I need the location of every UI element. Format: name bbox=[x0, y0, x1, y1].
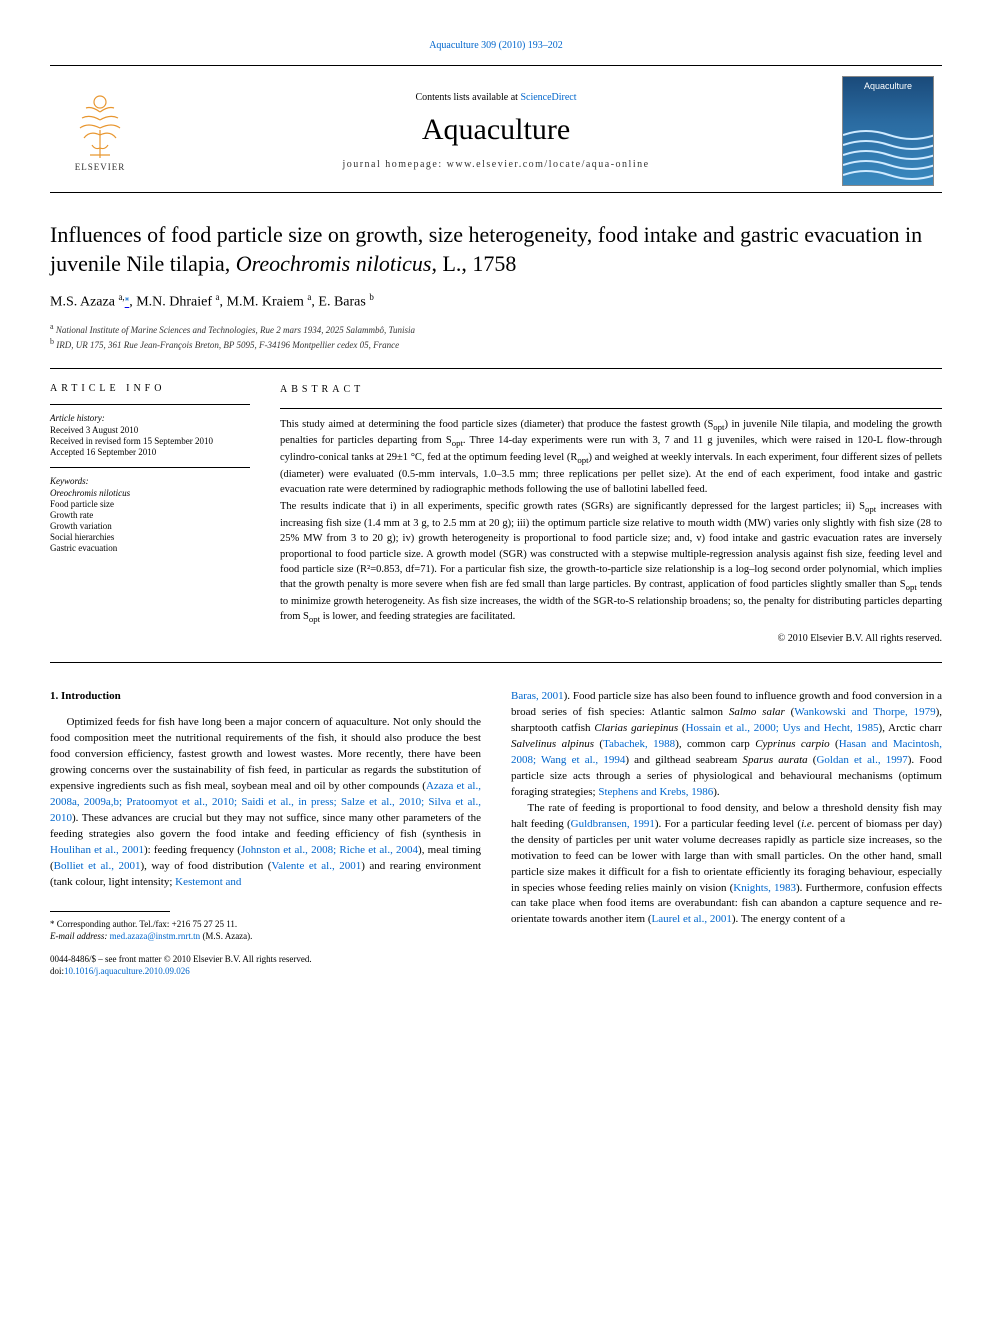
corr-author-link[interactable]: ⁎ bbox=[125, 295, 130, 310]
masthead: ELSEVIER Contents lists available at Sci… bbox=[50, 65, 942, 193]
body-col-left: 1. Introduction Optimized feeds for fish… bbox=[50, 689, 481, 978]
abstract-p2: The results indicate that i) in all expe… bbox=[280, 499, 942, 625]
intro-right-p2: The rate of feeding is proportional to f… bbox=[511, 801, 942, 929]
affiliations: a National Institute of Marine Sciences … bbox=[50, 321, 942, 352]
keywords-label: Keywords: bbox=[50, 476, 250, 486]
cover-title: Aquaculture bbox=[843, 81, 933, 91]
elsevier-tree-icon bbox=[70, 90, 130, 160]
corr-author-note: * Corresponding author. Tel./fax: +216 7… bbox=[50, 918, 481, 931]
history-item: Received 3 August 2010 bbox=[50, 425, 250, 435]
keyword: Gastric evacuation bbox=[50, 543, 250, 553]
doi-link[interactable]: 10.1016/j.aquaculture.2010.09.026 bbox=[64, 966, 190, 976]
doi-line: doi:10.1016/j.aquaculture.2010.09.026 bbox=[50, 965, 481, 978]
body-col-right: Baras, 2001). Food particle size has als… bbox=[511, 689, 942, 978]
intro-left-p: Optimized feeds for fish have long been … bbox=[50, 715, 481, 890]
article-info-col: ARTICLE INFO Article history: Received 3… bbox=[50, 383, 250, 646]
history-item: Accepted 16 September 2010 bbox=[50, 447, 250, 457]
article-info-heading: ARTICLE INFO bbox=[50, 383, 250, 394]
footnotes: * Corresponding author. Tel./fax: +216 7… bbox=[50, 918, 481, 943]
body-two-col: 1. Introduction Optimized feeds for fish… bbox=[50, 689, 942, 978]
keyword: Oreochromis niloticus bbox=[50, 488, 250, 498]
homepage-prefix: journal homepage: bbox=[342, 159, 446, 170]
history-item: Received in revised form 15 September 20… bbox=[50, 436, 250, 446]
cover-thumb-block: Aquaculture bbox=[842, 76, 942, 186]
footer-copyright: 0044-8486/$ – see front matter © 2010 El… bbox=[50, 953, 481, 978]
publisher-label: ELSEVIER bbox=[75, 162, 126, 172]
keyword: Growth rate bbox=[50, 510, 250, 520]
abstract-heading: ABSTRACT bbox=[280, 383, 942, 398]
masthead-center: Contents lists available at ScienceDirec… bbox=[150, 92, 842, 170]
contents-line: Contents lists available at ScienceDirec… bbox=[150, 92, 842, 103]
intro-right-p1: Baras, 2001). Food particle size has als… bbox=[511, 689, 942, 801]
cover-waves-icon bbox=[843, 125, 934, 185]
journal-name: Aquaculture bbox=[150, 113, 842, 147]
divider bbox=[50, 368, 942, 369]
issn-line: 0044-8486/$ – see front matter © 2010 El… bbox=[50, 953, 481, 966]
section-heading: 1. Introduction bbox=[50, 689, 481, 705]
affiliation-b: b IRD, UR 175, 361 Rue Jean-François Bre… bbox=[50, 336, 942, 352]
journal-cover-thumb: Aquaculture bbox=[842, 76, 934, 186]
info-abstract-row: ARTICLE INFO Article history: Received 3… bbox=[50, 383, 942, 646]
citation-link[interactable]: Aquaculture 309 (2010) 193–202 bbox=[429, 40, 563, 51]
citation-header: Aquaculture 309 (2010) 193–202 bbox=[50, 40, 942, 51]
homepage-url: www.elsevier.com/locate/aqua-online bbox=[447, 159, 650, 170]
email-link[interactable]: med.azaza@instm.rnrt.tn bbox=[110, 931, 201, 941]
title-block: Influences of food particle size on grow… bbox=[50, 221, 942, 352]
journal-homepage: journal homepage: www.elsevier.com/locat… bbox=[150, 159, 842, 170]
keyword: Food particle size bbox=[50, 499, 250, 509]
affiliation-a: a National Institute of Marine Sciences … bbox=[50, 321, 942, 337]
footnote-separator bbox=[50, 911, 170, 912]
article-title: Influences of food particle size on grow… bbox=[50, 221, 942, 278]
sciencedirect-link[interactable]: ScienceDirect bbox=[520, 92, 576, 103]
history-label: Article history: bbox=[50, 413, 250, 423]
publisher-logo-block: ELSEVIER bbox=[50, 81, 150, 181]
abstract-col: ABSTRACT This study aimed at determining… bbox=[280, 383, 942, 646]
authors: M.S. Azaza a,⁎, M.N. Dhraief a, M.M. Kra… bbox=[50, 292, 942, 311]
keyword: Social hierarchies bbox=[50, 532, 250, 542]
divider bbox=[50, 662, 942, 663]
abstract-copyright: © 2010 Elsevier B.V. All rights reserved… bbox=[280, 632, 942, 647]
contents-prefix: Contents lists available at bbox=[415, 92, 520, 103]
abstract-p1: This study aimed at determining the food… bbox=[280, 417, 942, 498]
email-note: E-mail address: med.azaza@instm.rnrt.tn … bbox=[50, 930, 481, 943]
keyword: Growth variation bbox=[50, 521, 250, 531]
